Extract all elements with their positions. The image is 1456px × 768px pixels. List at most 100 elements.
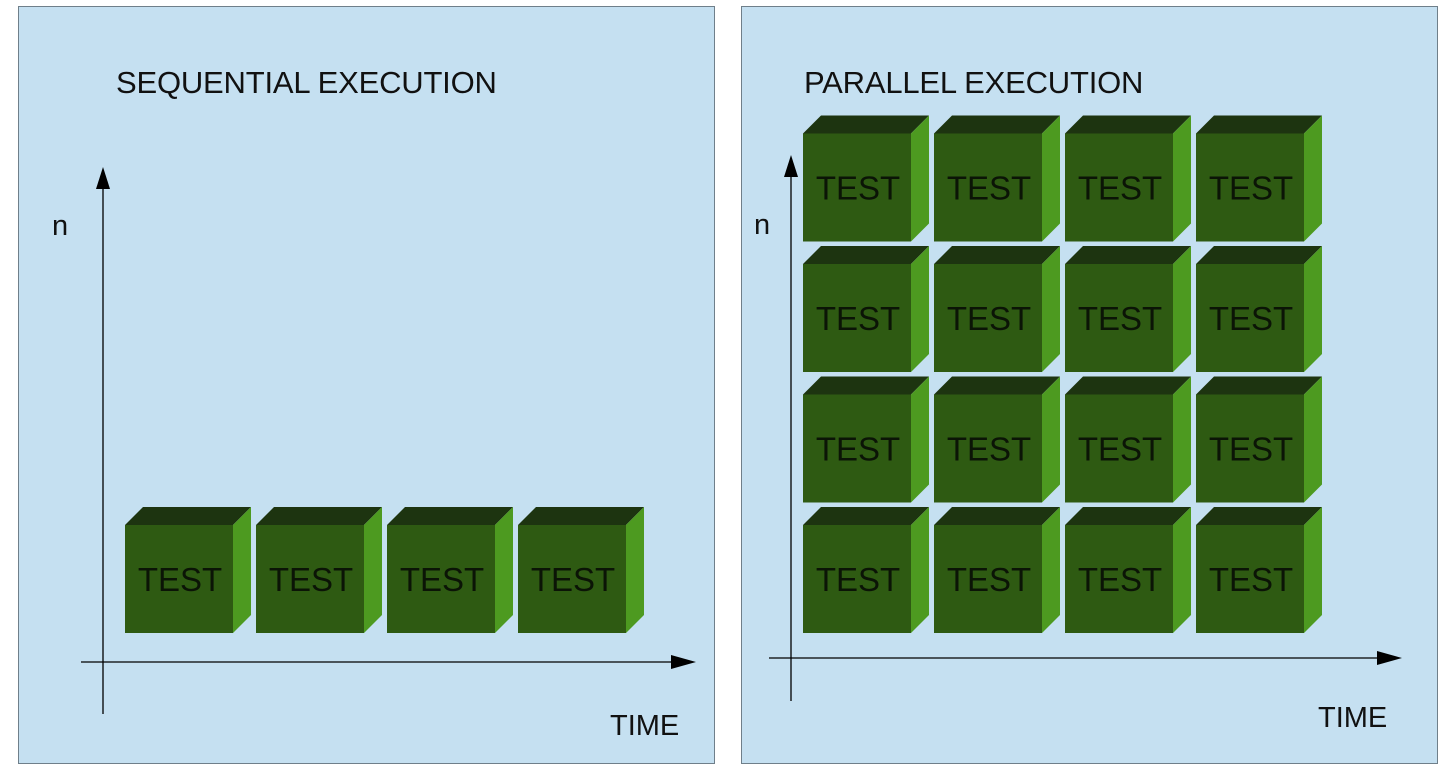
test-block-front [125, 525, 233, 633]
test-block: TEST [1065, 376, 1191, 503]
test-block-side [1042, 115, 1060, 242]
test-block-front [256, 525, 364, 633]
test-block-side [911, 507, 929, 633]
test-block-label: TEST [269, 561, 353, 598]
test-block: TEST [934, 115, 1060, 242]
test-block-side [1042, 246, 1060, 372]
test-block-top [934, 507, 1060, 525]
test-block-label: TEST [1078, 300, 1162, 337]
panel-title: SEQUENTIAL EXECUTION [116, 65, 497, 100]
test-block-label: TEST [531, 561, 615, 598]
test-block: TEST [934, 376, 1060, 503]
test-block-side [1304, 507, 1322, 633]
test-block-front [934, 525, 1042, 633]
test-block-front [518, 525, 626, 633]
test-block-top [803, 507, 929, 525]
test-block: TEST [518, 507, 644, 633]
test-block: TEST [803, 115, 929, 242]
test-block-side [1173, 376, 1191, 503]
test-block-side [626, 507, 644, 633]
test-block: TEST [1196, 246, 1322, 372]
test-block-label: TEST [947, 431, 1031, 468]
test-block: TEST [803, 246, 929, 372]
test-block-side [1042, 507, 1060, 633]
test-block-side [1173, 115, 1191, 242]
test-block-front [1065, 394, 1173, 503]
test-block: TEST [803, 376, 929, 503]
test-block-front [1065, 525, 1173, 633]
axes [81, 167, 696, 714]
test-block-label: TEST [1209, 300, 1293, 337]
sequential-diagram: TEST TEST TEST TEST [81, 167, 696, 714]
test-block: TEST [1196, 507, 1322, 633]
test-block-top [1196, 376, 1322, 395]
test-block-side [1173, 246, 1191, 372]
test-block-top [256, 507, 382, 525]
test-block-top [1065, 507, 1191, 525]
test-block-top [1065, 376, 1191, 395]
test-block-label: TEST [947, 561, 1031, 598]
test-grid: TEST TEST TEST TEST [125, 507, 644, 633]
test-block-top [518, 507, 644, 525]
test-block-front [803, 264, 911, 372]
test-block-top [803, 115, 929, 134]
test-block-label: TEST [816, 170, 900, 207]
test-block-side [911, 246, 929, 372]
test-block: TEST [1065, 507, 1191, 633]
y-axis-label: n [754, 209, 771, 241]
parallel-panel: PARALLEL EXECUTION n TIME TEST TEST TEST TE… [741, 6, 1438, 764]
test-block-label: TEST [1078, 431, 1162, 468]
test-block-top [934, 376, 1060, 395]
test-block-label: TEST [1078, 170, 1162, 207]
parallel-diagram: TEST TEST TEST TEST TEST TEST TEST TEST TEST TEST… [769, 115, 1402, 701]
test-block-label: TEST [138, 561, 222, 598]
panel-title: PARALLEL EXECUTION [804, 65, 1144, 100]
test-block-side [1042, 376, 1060, 503]
y-axis-label: n [52, 210, 69, 242]
test-block-front [387, 525, 495, 633]
test-block-label: TEST [816, 431, 900, 468]
test-block-label: TEST [1209, 561, 1293, 598]
test-block-label: TEST [947, 170, 1031, 207]
test-block-front [934, 264, 1042, 372]
test-block-label: TEST [1078, 561, 1162, 598]
test-block-front [934, 133, 1042, 242]
y-axis-arrowhead [784, 155, 798, 177]
sequential-panel: SEQUENTIAL EXECUTION n TIME TEST TEST TEST… [18, 6, 715, 764]
test-block-front [1196, 394, 1304, 503]
test-block-label: TEST [947, 300, 1031, 337]
test-block-side [1304, 246, 1322, 372]
test-block-top [934, 115, 1060, 134]
test-block-front [803, 525, 911, 633]
test-block-side [495, 507, 513, 633]
test-block-top [934, 246, 1060, 264]
test-block-top [1196, 246, 1322, 264]
x-axis-label: TIME [1318, 702, 1388, 734]
test-block-front [1196, 264, 1304, 372]
x-axis-arrowhead [1377, 651, 1402, 665]
test-block: TEST [1196, 115, 1322, 242]
test-block-side [1304, 115, 1322, 242]
test-block-front [1196, 525, 1304, 633]
axes [769, 155, 1402, 701]
test-block: TEST [934, 246, 1060, 372]
test-block: TEST [803, 507, 929, 633]
test-block-top [1065, 115, 1191, 134]
test-block-label: TEST [816, 561, 900, 598]
test-block-top [1196, 507, 1322, 525]
test-block: TEST [387, 507, 513, 633]
test-block-top [803, 246, 929, 264]
test-block-top [803, 376, 929, 395]
test-grid: TEST TEST TEST TEST TEST TEST TEST TEST TEST TEST… [803, 115, 1322, 633]
test-block-front [1065, 133, 1173, 242]
test-block-front [803, 394, 911, 503]
test-block-label: TEST [400, 561, 484, 598]
test-block-label: TEST [1209, 431, 1293, 468]
test-block-front [1065, 264, 1173, 372]
test-block-side [364, 507, 382, 633]
test-block: TEST [1065, 115, 1191, 242]
test-block-side [233, 507, 251, 633]
test-block-side [911, 115, 929, 242]
x-axis-label: TIME [610, 710, 680, 742]
test-block-side [1173, 507, 1191, 633]
